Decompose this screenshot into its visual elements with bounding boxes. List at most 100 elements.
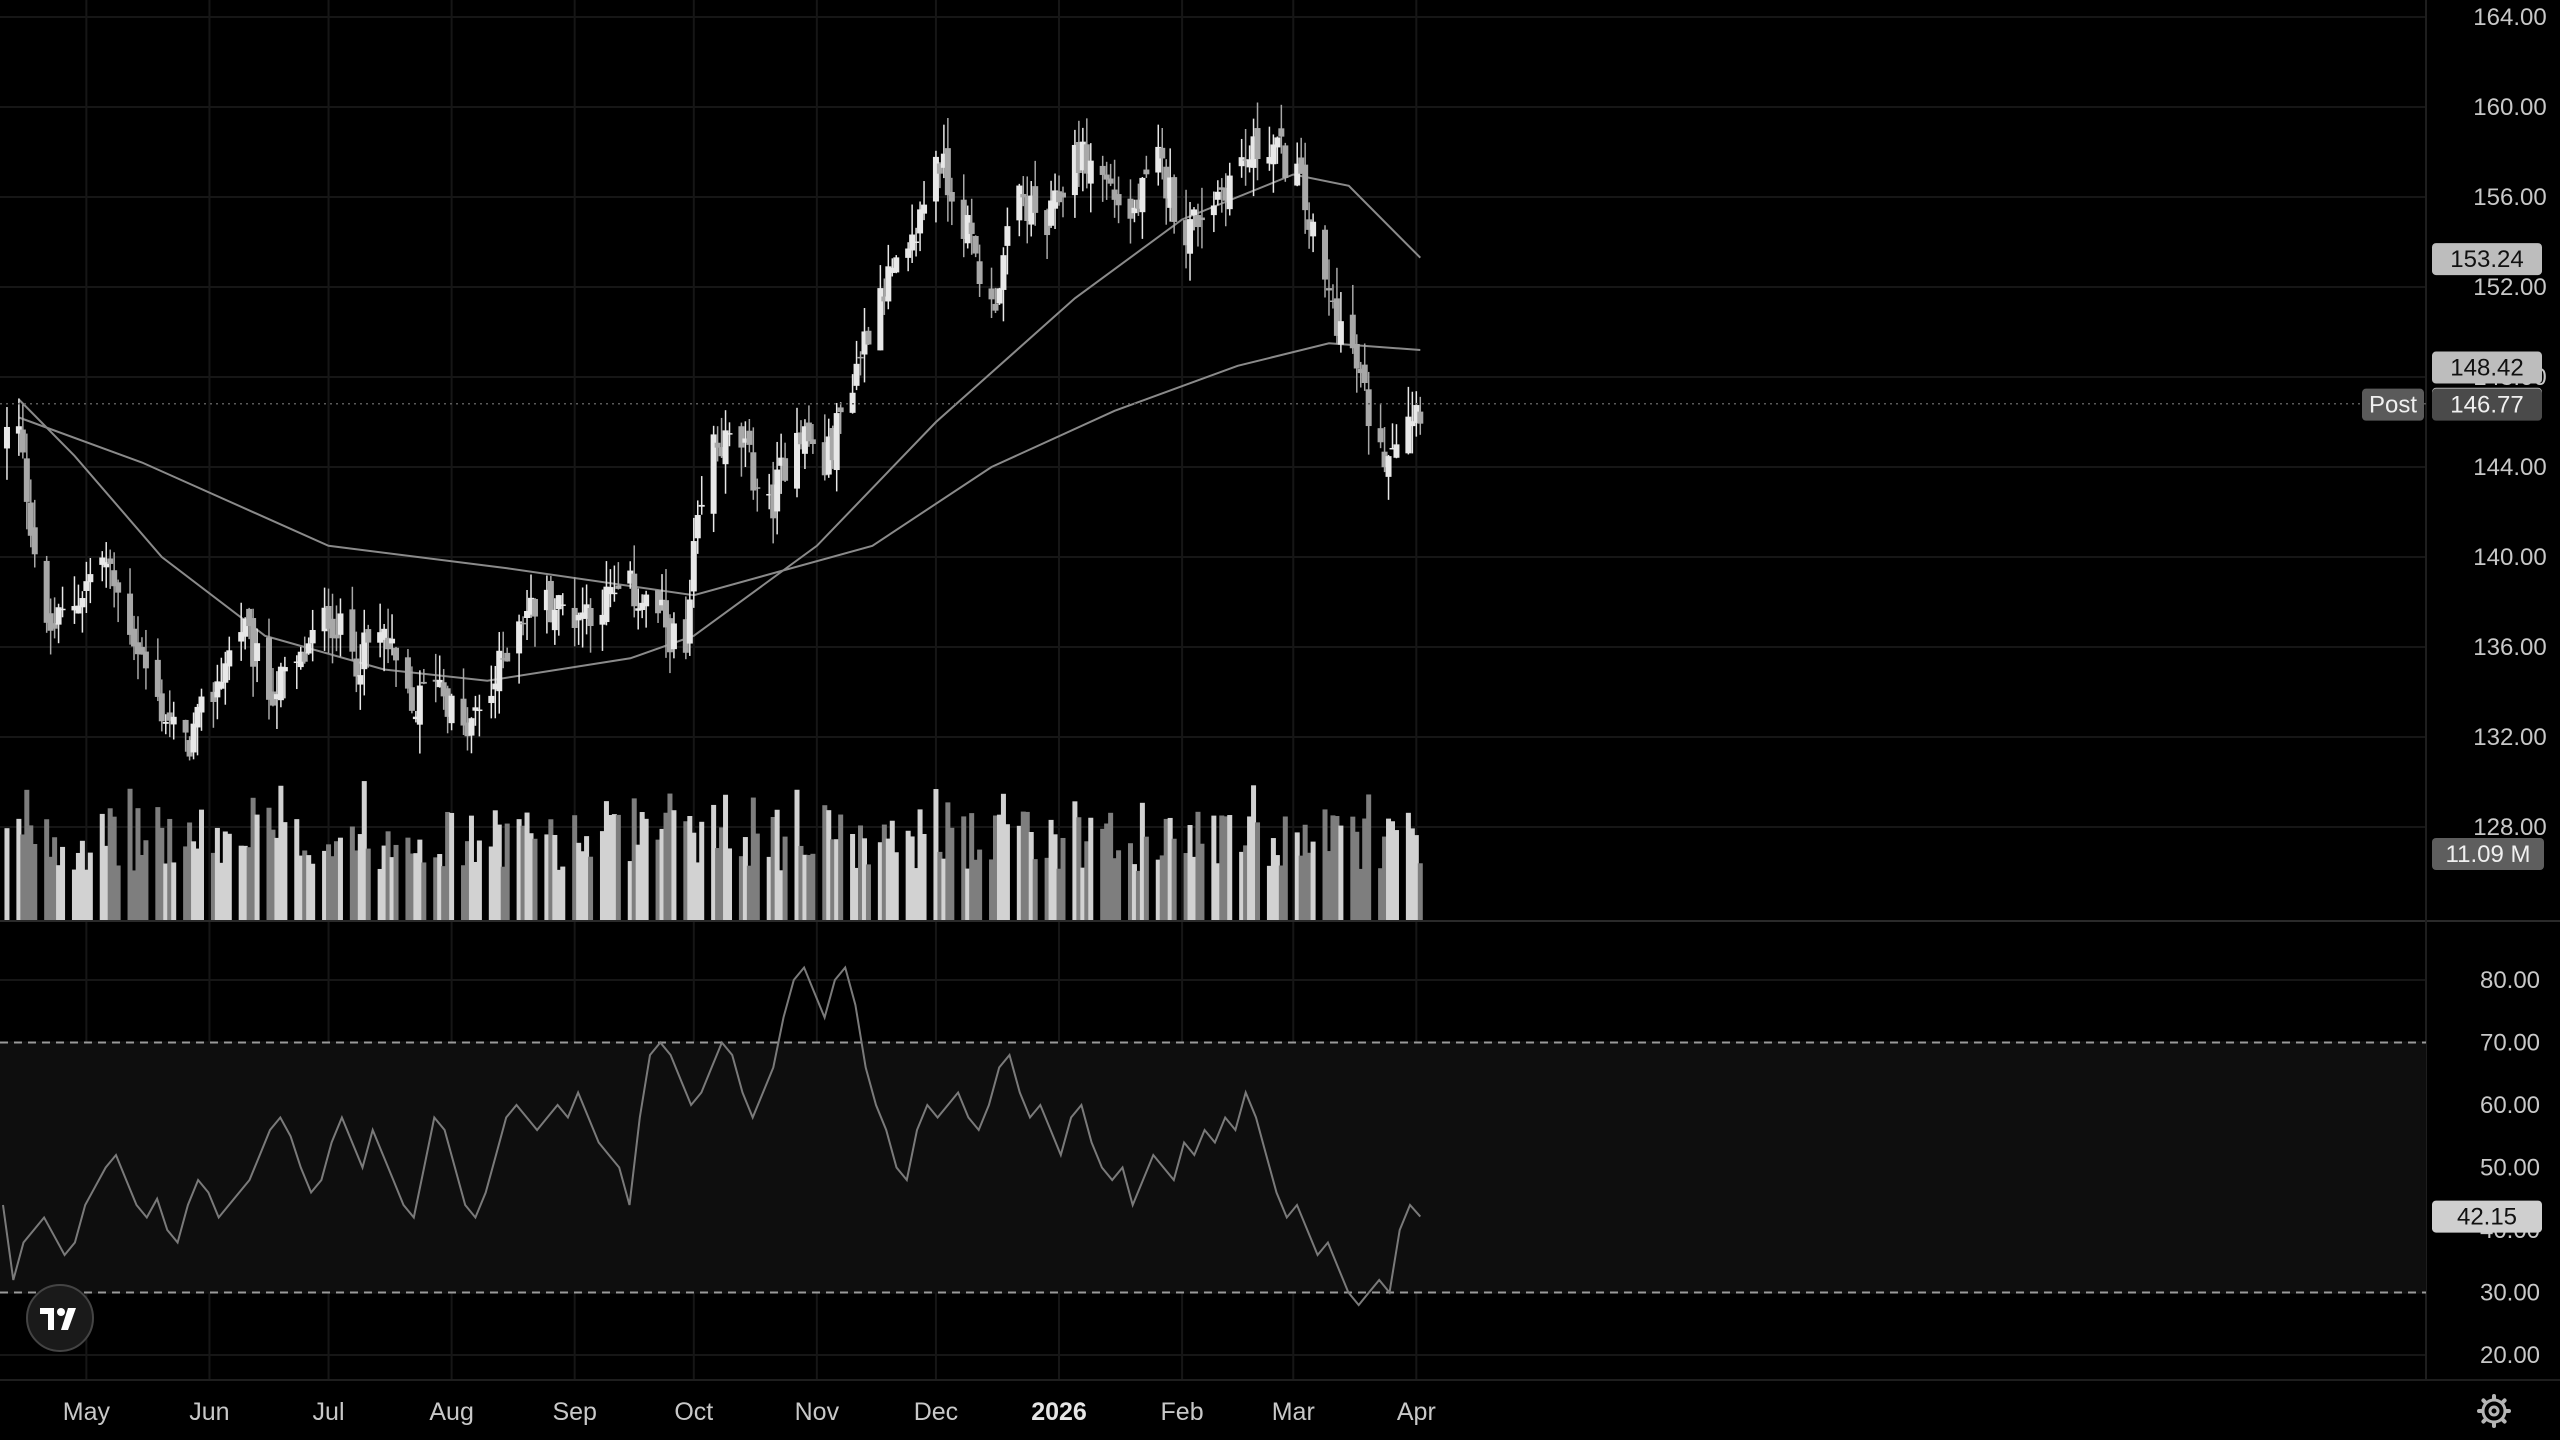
candle-body [115, 582, 122, 593]
volume-bar [576, 842, 582, 920]
volume-bar [16, 818, 22, 920]
rsi-tick-label: 80.00 [2480, 967, 2540, 994]
candle-body [254, 643, 261, 661]
volume-bar [254, 814, 260, 920]
volume-bar [504, 823, 510, 920]
candle-body [861, 331, 868, 355]
candle-body [524, 611, 531, 618]
candle-body [666, 618, 673, 653]
volume-bar [1282, 816, 1288, 920]
price-tick-label: 152.00 [2473, 274, 2546, 301]
volume-bar [723, 794, 729, 920]
volume-bar [79, 840, 85, 920]
candle-body [746, 430, 753, 445]
volume-bar [1084, 841, 1090, 920]
volume-bar [607, 814, 613, 920]
candle-body [944, 148, 951, 196]
candle-body [794, 432, 800, 489]
volume-bar [711, 804, 717, 920]
volume-bar [715, 848, 721, 920]
candle-body [325, 605, 332, 629]
candlesticks[interactable] [0, 102, 2426, 761]
volume-bar [437, 854, 443, 920]
volume-bar [584, 836, 590, 920]
candle-body [857, 356, 864, 359]
volume-bar [524, 812, 530, 920]
candle-body [31, 527, 38, 555]
candle-body [1044, 210, 1051, 236]
volume-bar [822, 805, 828, 920]
price-tick-label: 140.00 [2473, 544, 2546, 571]
candle-body [305, 643, 312, 654]
candle-body [242, 618, 249, 637]
candle-body [1242, 159, 1249, 161]
volume-bar [302, 850, 308, 920]
candle-body [154, 659, 161, 697]
candle-body [182, 719, 189, 733]
volume-bar [1020, 811, 1026, 920]
candle-body [127, 593, 134, 635]
volume-bar [1390, 821, 1395, 920]
candle-body [531, 598, 538, 617]
volume-bar [445, 811, 451, 920]
volume-bar [695, 862, 701, 920]
candle-body [321, 607, 328, 632]
volume-bar [155, 807, 161, 920]
candle-body [1361, 364, 1368, 383]
candle-body [631, 573, 638, 607]
candle-body [643, 594, 650, 607]
price-badge-value: 153.24 [2450, 246, 2523, 273]
time-axis[interactable]: May Jun Jul Aug Sep Oct Nov Dec 2026 Feb Mar Apr [63, 1398, 1436, 1426]
time-tick-label: Mar [1272, 1398, 1315, 1426]
volume-bar [552, 834, 558, 920]
candle-body [440, 682, 447, 697]
candle-body [87, 574, 94, 583]
volume-bar [282, 822, 288, 920]
candle-body [1226, 175, 1233, 210]
moving-averages [18, 173, 1422, 682]
volume-bar [1072, 801, 1078, 920]
volume-bar [87, 852, 93, 920]
candle-body [607, 587, 614, 595]
candle-body [1222, 187, 1229, 201]
candle-body [1032, 186, 1039, 213]
candle-body [849, 392, 856, 413]
candle-body [381, 628, 388, 640]
tradingview-logo-icon[interactable] [26, 1284, 94, 1352]
price-tick-label: 136.00 [2473, 634, 2546, 661]
volume-bar [941, 858, 947, 920]
candle-body [686, 599, 693, 644]
volume-bar [913, 868, 919, 920]
price-tick-label: 164.00 [2473, 4, 2546, 31]
candle-body [1103, 174, 1110, 180]
candle-body [1028, 195, 1035, 225]
gear-icon[interactable] [2477, 1394, 2511, 1428]
candle-body [222, 663, 229, 683]
price-axis[interactable]: 164.00160.00156.00152.00148.00144.00140.… [2473, 4, 2546, 1369]
candle-body [1218, 187, 1225, 190]
rsi-band [0, 1041, 2426, 1294]
time-tick-label: Oct [674, 1398, 713, 1426]
volume-bar [28, 825, 34, 920]
candle-body [218, 681, 225, 689]
candle-body [968, 222, 975, 234]
volume-bar [24, 789, 30, 920]
time-tick-label: Dec [914, 1398, 958, 1426]
volume-bar [699, 821, 705, 920]
volume-bar [806, 855, 812, 920]
candle-body [1159, 147, 1166, 159]
volume-bar [1310, 841, 1316, 920]
volume-bar [393, 844, 399, 920]
candle-body [543, 589, 550, 611]
candle-body [214, 681, 221, 698]
volume-bar [191, 841, 197, 920]
volume-bar [103, 845, 109, 920]
candle-body [142, 651, 149, 669]
volume-bar [433, 857, 439, 920]
candle-body [43, 560, 50, 623]
candle-body [516, 621, 523, 654]
volume-bar [774, 809, 780, 920]
volume-bar [210, 852, 216, 920]
